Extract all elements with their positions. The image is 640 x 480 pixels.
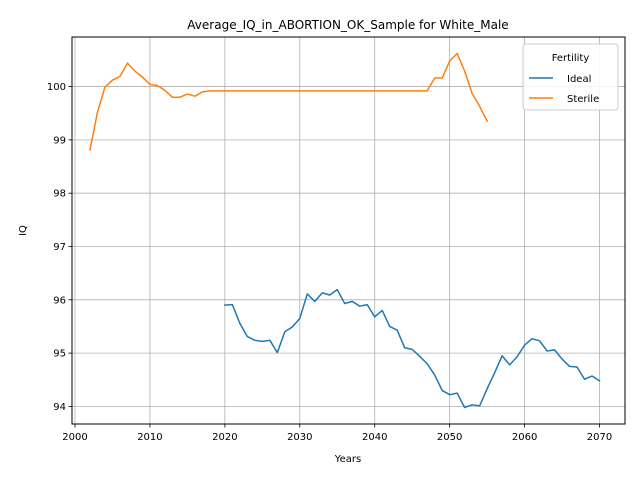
legend-label-sterile: Sterile xyxy=(567,94,599,105)
series-line-sterile xyxy=(89,52,489,151)
x-tick-label: 2040 xyxy=(362,432,387,443)
y-tick-label: 95 xyxy=(53,349,66,360)
legend-label-ideal: Ideal xyxy=(567,74,591,85)
y-tick-label: 98 xyxy=(53,189,66,200)
x-tick-label: 2060 xyxy=(512,432,537,443)
x-tick-label: 2030 xyxy=(287,432,312,443)
x-axis-label: Years xyxy=(334,454,361,465)
legend-title: Fertility xyxy=(552,53,590,64)
series-lines xyxy=(89,52,601,409)
y-tick-label: 99 xyxy=(53,135,66,146)
x-tick-label: 2010 xyxy=(137,432,162,443)
chart-title: Average_IQ_in_ABORTION_OK_Sample for Whi… xyxy=(187,18,508,32)
y-axis-ticks: 94 95 96 97 98 99 100 xyxy=(47,82,72,413)
y-tick-label: 96 xyxy=(53,295,66,306)
x-tick-label: 2000 xyxy=(62,432,87,443)
y-tick-label: 100 xyxy=(47,82,66,93)
x-tick-label: 2050 xyxy=(437,432,462,443)
legend: Fertility Ideal Sterile xyxy=(522,43,619,111)
x-tick-label: 2070 xyxy=(587,432,612,443)
y-axis-label: IQ xyxy=(18,225,29,236)
legend-box xyxy=(522,43,619,111)
x-axis-ticks: 2000 2010 2020 2030 2040 2050 2060 2070 xyxy=(62,424,612,443)
x-tick-label: 2020 xyxy=(212,432,237,443)
plot-frame xyxy=(71,36,626,425)
y-tick-label: 94 xyxy=(53,402,66,413)
y-tick-label: 97 xyxy=(53,242,66,253)
legend-entries: Ideal Sterile xyxy=(529,74,599,105)
series-line-ideal xyxy=(224,288,601,409)
